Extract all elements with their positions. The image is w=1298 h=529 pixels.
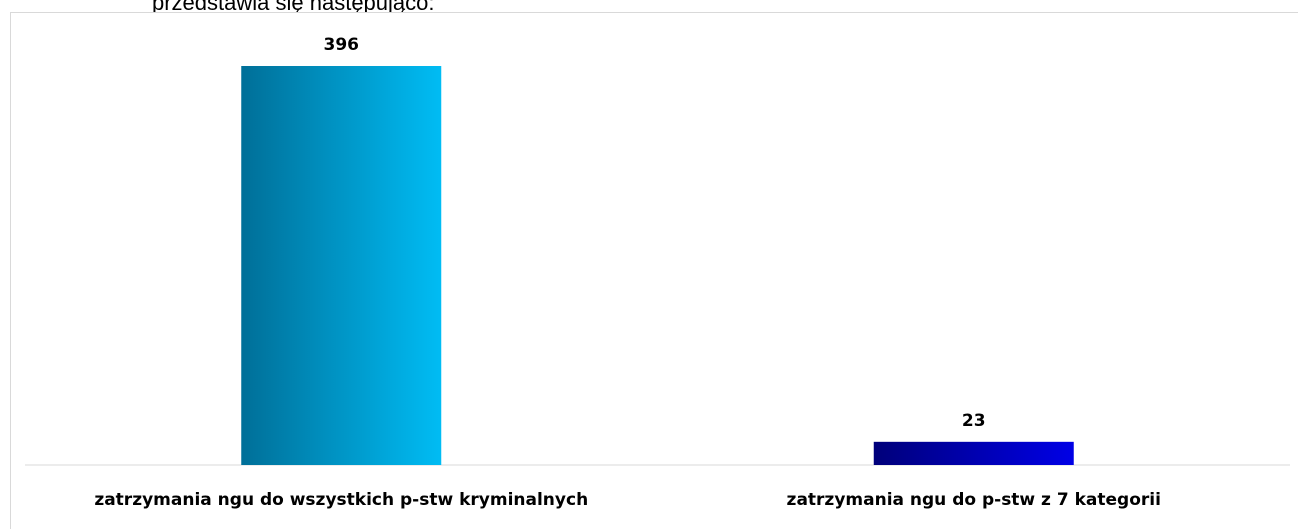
- value-label: 23: [962, 411, 986, 431]
- page-text: przedstawia się następująco:: [152, 0, 435, 15]
- x-tick-label: zatrzymania ngu do p-stw z 7 kategorii: [787, 490, 1161, 510]
- chart-frame: [10, 12, 1298, 529]
- x-tick-label: zatrzymania ngu do wszystkich p-stw krym…: [94, 490, 588, 510]
- value-label: 396: [324, 35, 360, 55]
- bar: [241, 66, 442, 465]
- bar: [873, 441, 1074, 465]
